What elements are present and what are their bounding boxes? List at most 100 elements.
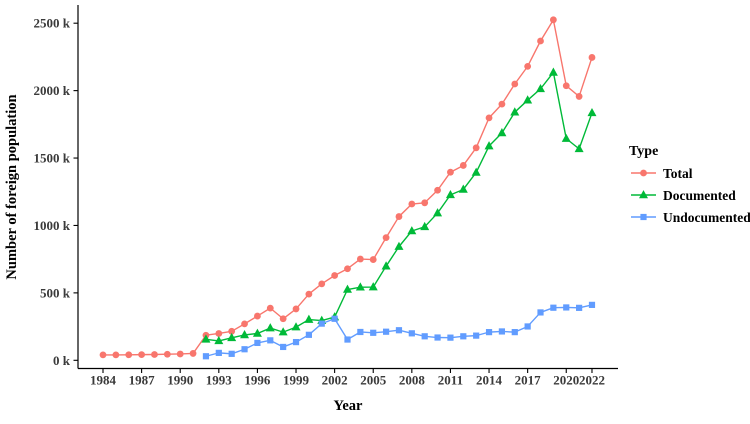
data-point-documented <box>497 128 507 137</box>
x-tick-label: 2008 <box>399 373 426 388</box>
data-point-undocumented <box>498 328 506 335</box>
data-point-undocumented <box>267 337 274 344</box>
data-point-documented <box>420 221 430 231</box>
series-line-documented <box>205 71 593 342</box>
data-point-documented <box>342 284 352 293</box>
data-point-undocumented <box>421 333 428 340</box>
data-point-undocumented <box>280 343 287 351</box>
y-tick-label: 1500 k <box>34 151 71 166</box>
data-point-documented <box>214 335 224 345</box>
data-point-total <box>99 351 107 359</box>
data-point-documented <box>548 67 558 76</box>
data-point-documented <box>536 83 546 93</box>
data-point-total <box>228 327 236 335</box>
data-point-undocumented <box>408 330 415 337</box>
data-point-total <box>408 200 416 208</box>
data-point-documented <box>523 95 533 104</box>
data-point-documented <box>574 143 584 153</box>
series-line-total <box>103 19 593 356</box>
data-point-undocumented <box>241 346 248 353</box>
data-point-documented <box>278 327 288 336</box>
data-point-undocumented <box>370 329 377 336</box>
data-point-total <box>459 162 467 169</box>
data-point-undocumented <box>228 350 235 357</box>
data-point-documented <box>227 332 237 342</box>
data-point-documented <box>265 323 275 332</box>
legend-entry-documented: Documented <box>631 188 736 203</box>
data-point-undocumented <box>395 327 403 334</box>
axes: 1984 1987 1990 1993 1996 1999 2002 2005 2008 2011… <box>34 5 618 388</box>
data-point-documented <box>561 133 571 142</box>
data-point-total <box>356 255 364 263</box>
legend-entry-total: Total <box>631 166 693 181</box>
x-tick-label: 2020 <box>553 373 579 388</box>
data-point-total <box>292 305 300 313</box>
data-point-total <box>498 100 506 108</box>
y-tick-label: 1000 k <box>34 218 71 233</box>
data-point-undocumented <box>511 329 518 336</box>
data-point-total <box>279 315 287 323</box>
x-tick-label: 2002 <box>322 373 348 388</box>
data-point-undocumented <box>254 339 261 347</box>
data-point-total <box>189 350 197 357</box>
data-point-documented <box>458 184 468 193</box>
y-axis-title: Number of foreign population <box>4 94 20 279</box>
x-axis-title: Year <box>334 398 364 414</box>
data-point-total <box>588 54 596 61</box>
data-point-undocumented <box>305 331 312 338</box>
x-tick-label: 2022 <box>579 373 605 388</box>
y-tick-label: 500 k <box>40 285 71 300</box>
data-point-total <box>151 351 158 358</box>
data-point-undocumented <box>537 309 544 316</box>
data-point-total <box>434 186 441 194</box>
data-point-total <box>331 272 339 279</box>
data-point-undocumented <box>344 336 351 343</box>
data-point-undocumented <box>202 353 210 360</box>
data-point-undocumented <box>563 304 570 311</box>
data-point-undocumented <box>357 328 364 336</box>
data-point-documented <box>484 141 494 150</box>
data-point-total <box>562 82 570 90</box>
data-point-total <box>447 168 454 176</box>
data-point-total <box>163 350 171 358</box>
data-point-total <box>549 16 557 24</box>
data-point-total <box>266 304 274 312</box>
data-point-undocumented <box>292 338 300 346</box>
data-point-total <box>511 80 519 88</box>
legend-entry-undocumented: Undocumented <box>631 210 750 225</box>
data-point-documented <box>201 334 211 343</box>
data-point-total <box>125 351 133 359</box>
data-point-total <box>395 213 403 220</box>
data-point-undocumented <box>331 315 338 322</box>
x-tick-label: 1999 <box>283 373 310 388</box>
data-point-undocumented <box>524 323 531 330</box>
data-point-total <box>524 62 532 70</box>
x-tick-label: 1984 <box>90 373 117 388</box>
data-point-total <box>241 320 248 328</box>
data-point-total <box>575 93 583 100</box>
data-point-total <box>254 312 261 320</box>
data-point-undocumented <box>576 304 583 311</box>
data-point-undocumented <box>588 301 596 308</box>
y-tick-label: 0 k <box>53 353 71 368</box>
data-point-undocumented <box>434 334 441 341</box>
x-tick-label: 2014 <box>476 373 503 388</box>
data-point-total <box>485 114 493 122</box>
x-tick-label: 1987 <box>129 373 156 388</box>
legend-marker-documented <box>639 190 648 199</box>
data-point-documented <box>381 261 391 270</box>
data-point-total <box>369 256 377 263</box>
legend-label-undocumented: Undocumented <box>663 210 750 225</box>
x-tick-label: 1990 <box>167 373 193 388</box>
data-point-total <box>305 290 313 298</box>
legend-marker-total <box>640 169 647 177</box>
x-tick-label: 1996 <box>244 373 271 388</box>
data-point-undocumented <box>485 329 493 336</box>
x-tick-label: 2005 <box>360 373 387 388</box>
data-point-documented <box>394 241 404 250</box>
data-point-documented <box>471 167 481 176</box>
legend-title: Type <box>629 144 658 159</box>
legend: Total Documented Undocumented <box>631 166 750 225</box>
data-point-undocumented <box>460 333 467 340</box>
